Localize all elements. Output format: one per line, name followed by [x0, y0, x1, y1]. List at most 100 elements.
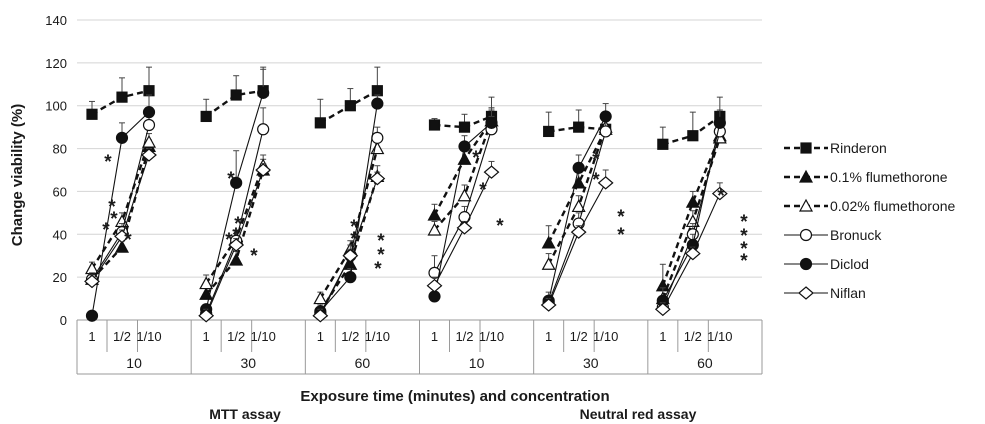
marker-triangle: [457, 152, 472, 165]
significance-asterisk: *: [227, 169, 235, 190]
series-bronuck: [85, 107, 726, 320]
concentration-label: 1: [659, 329, 666, 344]
concentration-label: 1: [431, 329, 438, 344]
marker-diamond: [426, 278, 443, 293]
concentration-label: 1/2: [684, 329, 702, 344]
marker-square: [86, 108, 98, 120]
marker-diamond: [456, 221, 473, 235]
series-line: [547, 128, 607, 244]
significance-asterisk: *: [617, 207, 625, 228]
marker-circle: [371, 97, 384, 110]
x-axis: 1 1/2 1/10 10 1 1/2 1/10 30 1 1/2 1/10 60 1 1/2 1/10 10…: [76, 319, 763, 375]
significance-asterisk: *: [250, 246, 258, 267]
marker-triangle: [685, 194, 700, 208]
legend: Rinderon 0.1% flumethorone 0.02% flumethor…: [784, 140, 956, 301]
marker-square: [687, 130, 699, 142]
marker-triangle: [541, 235, 556, 249]
legend-label: Diclod: [830, 256, 869, 272]
concentration-label: 1: [545, 329, 552, 344]
marker-diamond: [255, 163, 272, 177]
marker-square: [543, 125, 555, 138]
legend-item: Diclod: [784, 256, 869, 272]
marker-circle: [257, 123, 270, 136]
y-tick-label: 120: [45, 56, 67, 71]
series-0-1-flumethorone: [84, 107, 727, 318]
series-line: [548, 182, 607, 306]
significance-asterisk: *: [472, 148, 480, 169]
legend-item: 0.02% flumethorone: [784, 198, 956, 214]
assay-label-neutral-red: Neutral red assay: [580, 406, 697, 422]
marker-triangle: [798, 198, 814, 212]
marker-diamond: [141, 148, 157, 162]
x-axis-title: Exposure time (minutes) and concentratio…: [300, 388, 609, 405]
marker-triangle: [427, 222, 442, 236]
marker-diamond: [198, 308, 215, 323]
concentration-label: 1/10: [136, 329, 161, 344]
marker-triangle: [541, 257, 556, 270]
marker-triangle: [229, 252, 244, 266]
significance-asterisk: *: [740, 226, 748, 247]
significance-asterisk: *: [592, 170, 600, 191]
concentration-label: 1/10: [251, 329, 276, 344]
assay-label-mtt: MTT assay: [209, 406, 281, 422]
concentration-label: 1/2: [113, 329, 131, 344]
marker-triangle: [114, 239, 130, 253]
marker-circle: [85, 309, 99, 322]
marker-square: [573, 121, 585, 133]
concentration-label: 1/2: [227, 329, 245, 344]
y-tick-label: 0: [60, 313, 67, 328]
y-tick-label: 20: [53, 270, 67, 285]
legend-label: 0.1% flumethorone: [830, 169, 948, 185]
concentration-label: 1/2: [455, 329, 473, 344]
marker-triangle: [199, 276, 214, 290]
marker-diamond: [654, 302, 671, 317]
y-tick-labels: 0 20 40 60 80 100 120 140: [45, 13, 67, 328]
marker-circle: [142, 118, 156, 132]
marker-square: [314, 117, 326, 129]
concentration-label: 1: [203, 329, 210, 344]
marker-triangle: [141, 134, 157, 148]
marker-diamond: [483, 165, 500, 179]
marker-circle: [713, 116, 726, 129]
marker-square: [657, 138, 669, 150]
marker-square: [143, 85, 155, 97]
significance-asterisk: *: [102, 220, 110, 241]
significance-asterisk: *: [234, 214, 242, 235]
marker-diamond: [540, 298, 557, 312]
significance-asterisk: *: [496, 216, 504, 237]
marker-triangle: [571, 199, 586, 213]
series-diclod: [85, 68, 726, 322]
y-tick-label: 140: [45, 13, 67, 28]
significance-asterisk: *: [108, 197, 116, 218]
y-tick-label: 100: [45, 99, 67, 114]
marker-diamond: [369, 171, 386, 186]
marker-diamond: [711, 186, 728, 201]
marker-triangle: [798, 169, 814, 183]
significance-asterisk: *: [717, 186, 725, 207]
significance-asterisk: *: [350, 217, 358, 238]
marker-square: [458, 121, 471, 133]
legend-item: 0.1% flumethorone: [784, 169, 948, 185]
concentration-label: 1/2: [570, 329, 588, 344]
time-label: 10: [126, 355, 142, 371]
significance-asterisk: *: [350, 229, 358, 250]
marker-square: [116, 91, 128, 103]
concentration-label: 1: [88, 329, 95, 344]
marker-circle: [599, 110, 612, 123]
significance-asterisk: *: [232, 225, 240, 246]
significance-asterisk: *: [740, 239, 748, 260]
concentration-label: 1/2: [341, 329, 359, 344]
y-tick-label: 40: [53, 227, 67, 242]
marker-circle: [799, 228, 813, 242]
marker-diamond: [570, 225, 587, 239]
time-label: 10: [469, 355, 485, 371]
marker-diamond: [114, 229, 130, 244]
legend-label: Bronuck: [830, 227, 882, 243]
marker-circle: [257, 86, 270, 99]
marker-triangle: [427, 207, 442, 221]
significance-asterisk: *: [617, 225, 625, 246]
marker-circle: [115, 131, 129, 144]
marker-square: [344, 100, 356, 112]
significance-asterisk: *: [740, 212, 748, 233]
